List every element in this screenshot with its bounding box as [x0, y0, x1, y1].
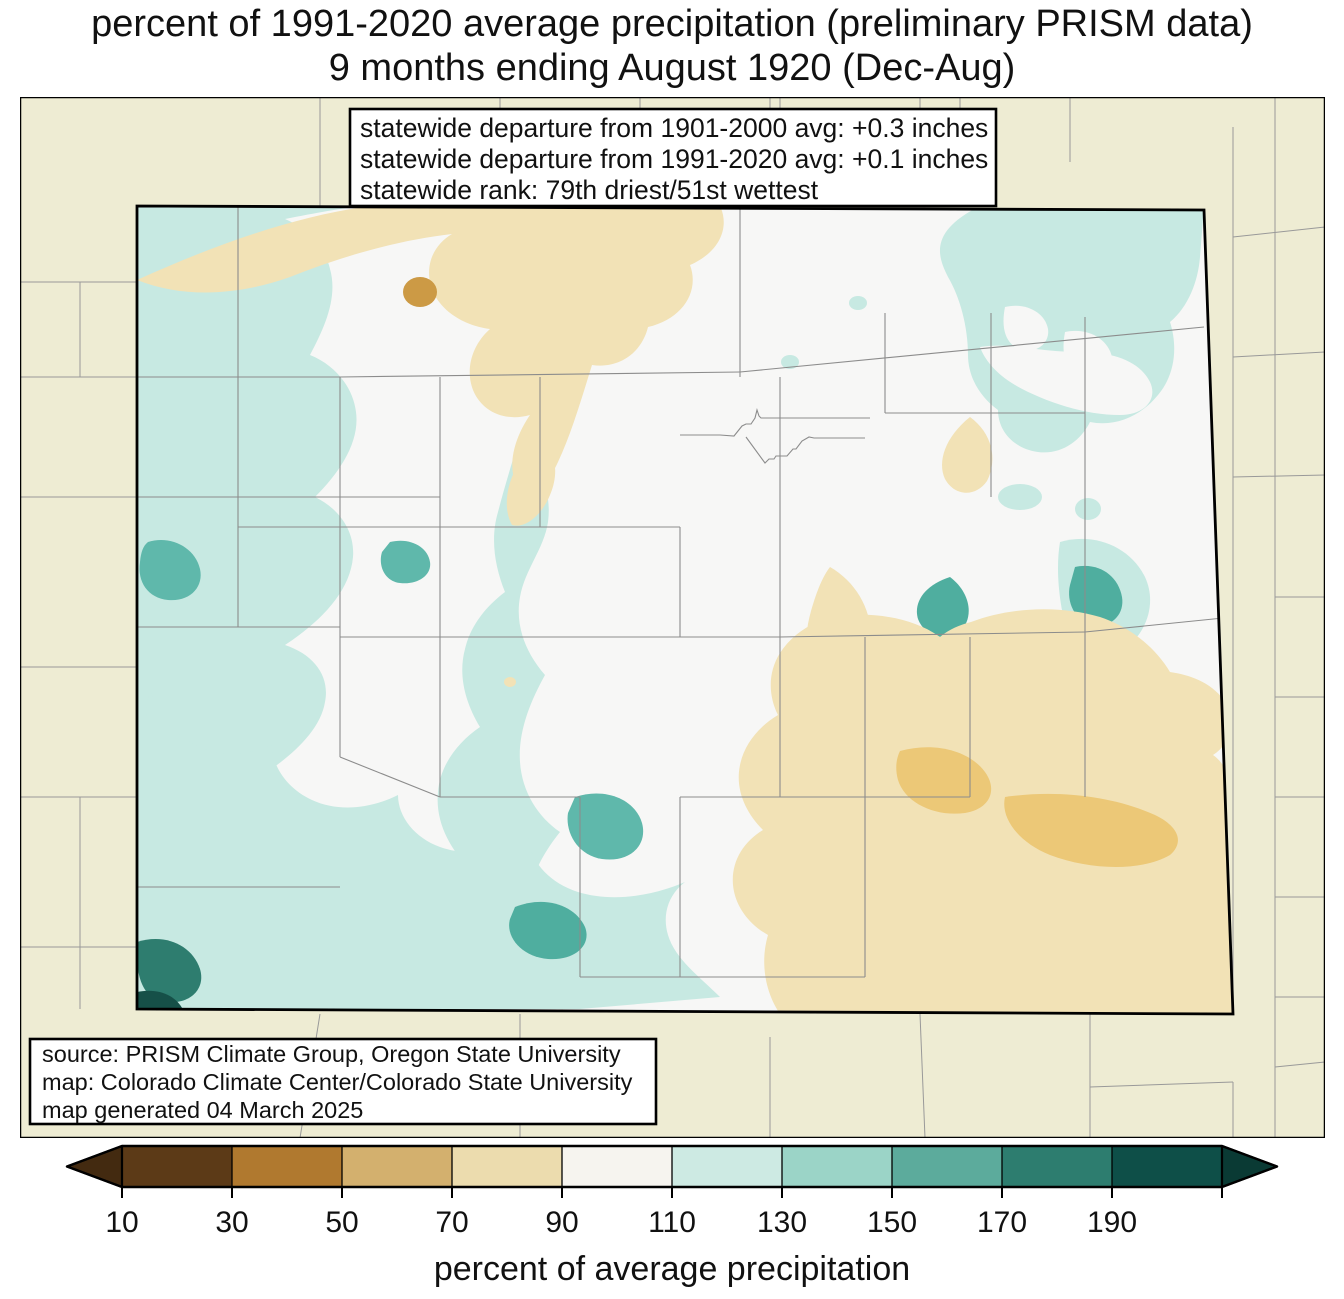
svg-text:statewide departure from 1901-: statewide departure from 1901-2000 avg: …: [360, 113, 988, 143]
svg-text:statewide rank: 79th driest/51: statewide rank: 79th driest/51st wettest: [360, 175, 819, 205]
svg-text:130: 130: [757, 1206, 807, 1239]
svg-text:50: 50: [325, 1206, 358, 1239]
svg-text:170: 170: [977, 1206, 1027, 1239]
svg-text:map: Colorado Climate Center/C: map: Colorado Climate Center/Colorado St…: [42, 1069, 633, 1095]
svg-text:30: 30: [215, 1206, 248, 1239]
svg-text:110: 110: [648, 1206, 696, 1239]
svg-text:190: 190: [1087, 1206, 1137, 1239]
svg-text:90: 90: [545, 1206, 578, 1239]
svg-text:map generated 04 March 2025: map generated 04 March 2025: [42, 1097, 363, 1123]
svg-text:statewide departure from 1991-: statewide departure from 1991-2020 avg: …: [360, 144, 988, 174]
svg-text:10: 10: [105, 1206, 138, 1239]
svg-text:150: 150: [867, 1206, 917, 1239]
svg-text:percent of average precipitati: percent of average precipitation: [434, 1250, 910, 1288]
svg-text:70: 70: [435, 1206, 468, 1239]
svg-text:source: PRISM Climate Group, O: source: PRISM Climate Group, Oregon Stat…: [42, 1041, 621, 1067]
